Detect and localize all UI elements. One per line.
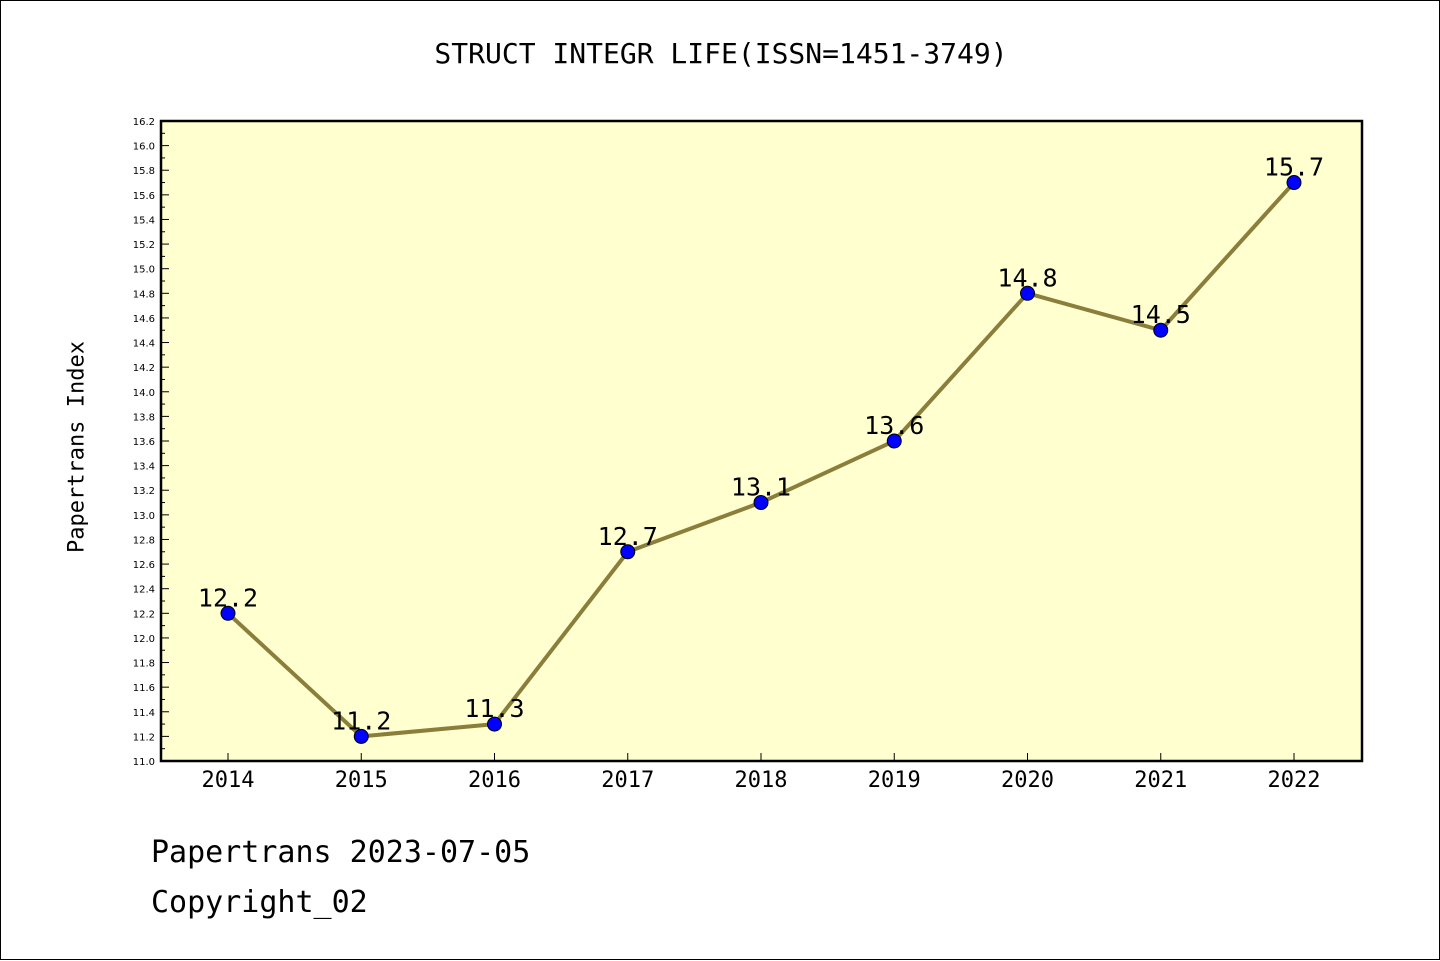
data-point [886,433,902,449]
y-tick-label: 12.0 [133,634,155,645]
y-tick-label: 12.2 [133,609,155,620]
y-tick-label: 12.4 [133,585,155,596]
y-tick-label: 15.2 [133,240,155,251]
x-tick-label: 2021 [1134,768,1187,793]
y-tick-label: 14.0 [133,388,155,399]
x-tick-label: 2016 [468,768,521,793]
y-tick-label: 11.4 [133,708,155,719]
data-point [753,495,769,511]
y-tick-label: 14.6 [133,314,155,325]
y-tick-label: 16.0 [133,142,155,153]
y-tick-label: 13.0 [133,511,155,522]
y-tick-label: 14.4 [133,339,155,350]
y-tick-label: 15.6 [133,191,155,202]
x-tick-label: 2015 [335,768,388,793]
y-tick-label: 12.8 [133,535,155,546]
data-point [487,716,502,732]
plot-area [161,121,1362,761]
y-tick-label: 11.0 [133,757,155,768]
data-point [1020,285,1035,301]
y-tick-label: 15.4 [133,215,155,226]
data-point [620,544,636,560]
footer-copyright-text: Copyright_02 [151,885,368,920]
data-point [220,605,236,621]
data-point [1286,175,1302,191]
data-point [353,728,369,744]
y-tick-label: 14.8 [133,289,155,300]
x-tick-label: 2017 [601,768,654,793]
y-tick-label: 13.2 [133,486,155,497]
x-tick-label: 2020 [1001,768,1054,793]
x-tick-label: 2018 [735,768,788,793]
y-tick-label: 11.8 [133,659,155,670]
y-tick-label: 15.0 [133,265,155,276]
y-tick-label: 13.6 [133,437,155,448]
x-tick-label: 2019 [868,768,921,793]
y-tick-label: 15.8 [133,166,155,177]
y-tick-label: 14.2 [133,363,155,374]
y-tick-label: 13.4 [133,462,155,473]
y-tick-label: 13.8 [133,412,155,423]
chart-title: STRUCT INTEGR LIFE(ISSN=1451-3749) [434,37,1008,70]
plot-border [159,119,1364,763]
y-tick-label: 16.2 [133,117,155,128]
x-tick-label: 2014 [202,768,255,793]
x-tick-label: 2022 [1268,768,1321,793]
footer-date-text: Papertrans 2023-07-05 [151,835,531,870]
data-point [1153,322,1169,338]
y-tick-label: 11.2 [133,732,155,743]
y-tick-label: 11.6 [133,683,155,694]
y-tick-label: 12.6 [133,560,155,571]
